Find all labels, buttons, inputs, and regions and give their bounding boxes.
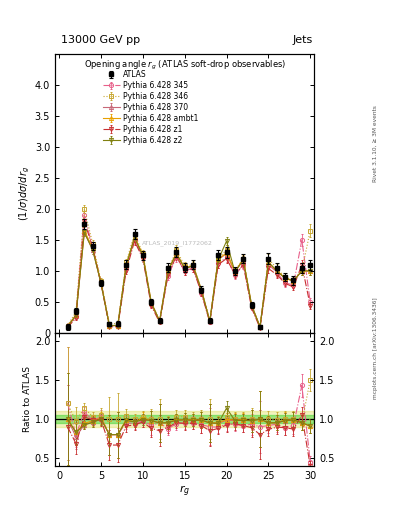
Text: Rivet 3.1.10, ≥ 3M events: Rivet 3.1.10, ≥ 3M events [373,105,378,182]
Legend: ATLAS, Pythia 6.428 345, Pythia 6.428 346, Pythia 6.428 370, Pythia 6.428 ambt1,: ATLAS, Pythia 6.428 345, Pythia 6.428 34… [103,70,198,144]
Text: mcplots.cern.ch [arXiv:1306.3436]: mcplots.cern.ch [arXiv:1306.3436] [373,297,378,399]
Bar [55,411,314,427]
Text: Opening angle $r_g$ (ATLAS soft-drop observables): Opening angle $r_g$ (ATLAS soft-drop obs… [84,59,286,72]
Text: 13000 GeV pp: 13000 GeV pp [61,35,140,45]
Text: Jets: Jets [292,35,312,45]
Bar [55,415,314,423]
Text: ATLAS_2019_I1772062: ATLAS_2019_I1772062 [141,241,212,246]
Y-axis label: $(1/\sigma) d\sigma/d r_g$: $(1/\sigma) d\sigma/d r_g$ [17,166,32,221]
Y-axis label: Ratio to ATLAS: Ratio to ATLAS [23,367,32,433]
X-axis label: $r_g$: $r_g$ [179,483,190,499]
